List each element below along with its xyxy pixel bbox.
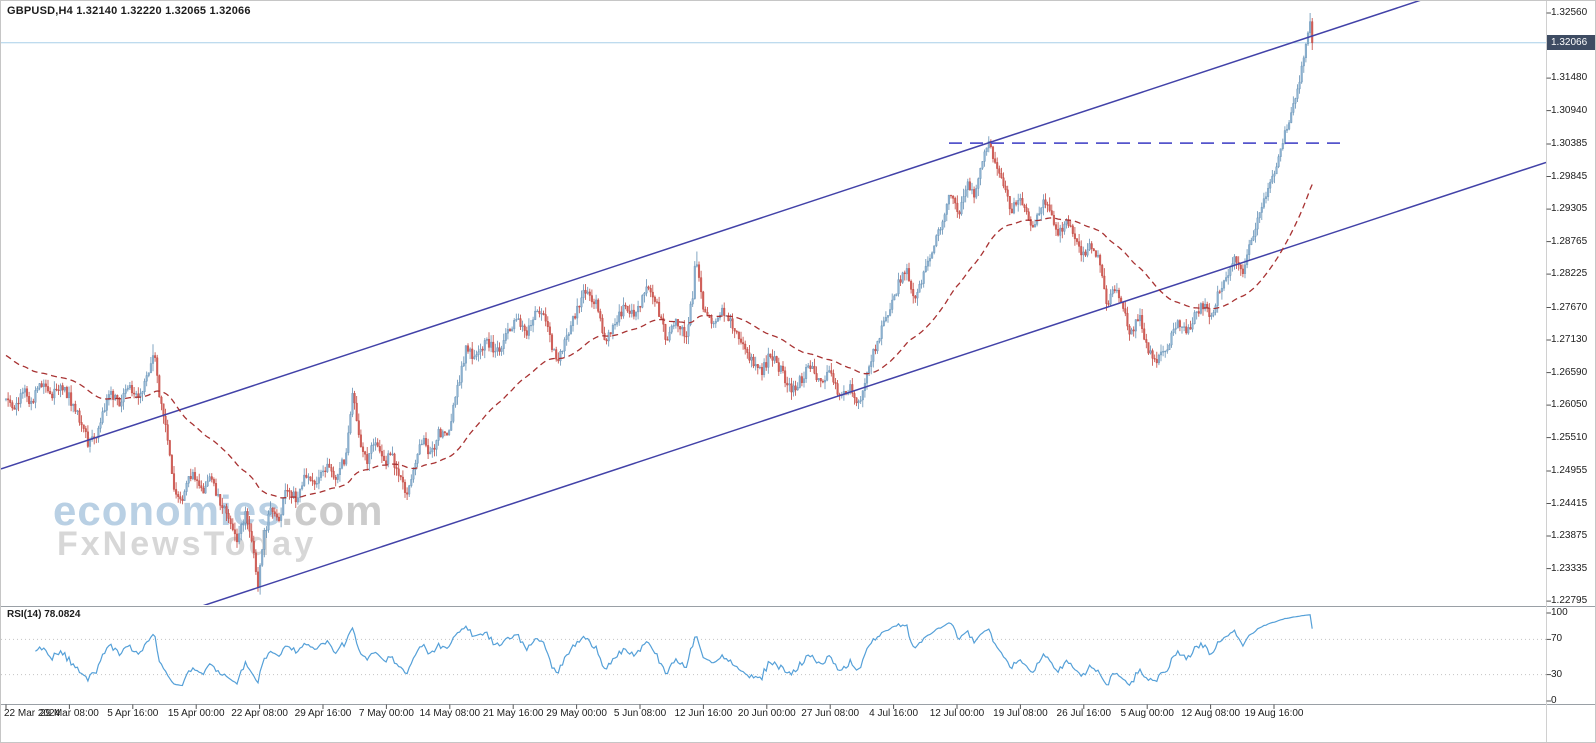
rsi-scale-label: 0	[1551, 695, 1557, 706]
time-tick-label: 29 Apr 16:00	[294, 708, 352, 719]
time-tick-label: 22 Mar 2024	[4, 708, 61, 719]
time-tick-label: 22 Apr 08:00	[231, 708, 288, 719]
current-price-tag: 1.32066	[1547, 35, 1595, 51]
time-tick-label: 5 Jun 08:00	[613, 708, 667, 719]
time-tick-label: 12 Aug 08:00	[1181, 708, 1241, 719]
price-tick-label: 1.28765	[1551, 235, 1588, 247]
price-tick-label: 1.28225	[1551, 268, 1588, 280]
rsi-indicator-label: RSI(14) 78.0824	[7, 609, 81, 620]
rsi-scale-label: 100	[1551, 607, 1568, 618]
price-tick-label: 1.30385	[1551, 138, 1588, 149]
price-tick-label: 1.26050	[1551, 399, 1588, 411]
plot-area	[1, 1, 1546, 605]
time-tick-label: 7 May 00:00	[358, 708, 414, 719]
price-tick-label: 1.22795	[1551, 595, 1588, 607]
time-tick-label: 21 May 16:00	[482, 708, 544, 719]
time-tick-label: 4 Jul 16:00	[869, 708, 919, 719]
rsi-scale-label: 70	[1551, 633, 1563, 645]
time-tick-label: 14 May 08:00	[419, 708, 481, 719]
rsi-scale-label: 30	[1551, 668, 1563, 680]
time-tick-label: 26 Jul 16:00	[1056, 708, 1112, 719]
time-tick-label: 20 Jun 00:00	[737, 708, 796, 719]
price-tick-label: 1.31480	[1551, 72, 1588, 84]
price-tick-label: 1.29305	[1551, 203, 1588, 215]
watermark-subtitle: FxNewsToday	[57, 525, 317, 563]
lower-channel-line	[202, 161, 1546, 605]
price-tick-label: 1.27670	[1551, 301, 1588, 313]
rsi-line	[35, 614, 1313, 687]
symbol-ohlc-legend: GBPUSD,H4 1.32140 1.32220 1.32065 1.3206…	[7, 5, 251, 17]
time-tick-label: 12 Jun 16:00	[674, 708, 733, 719]
watermark-brand-name: economies	[53, 487, 282, 534]
upper-channel-line	[1, 1, 1421, 470]
price-tick-label: 1.25510	[1551, 431, 1588, 443]
watermark-brand: economies.com	[53, 487, 383, 535]
time-tick-label: 19 Jul 08:00	[993, 708, 1048, 719]
time-tick-label: 27 Jun 08:00	[801, 708, 860, 719]
price-tick-label: 1.24415	[1551, 497, 1588, 509]
price-tick-label: 1.32560	[1551, 7, 1588, 18]
down-candle-bodies	[7, 21, 1314, 588]
price-tick-label: 1.24955	[1551, 465, 1588, 476]
time-tick-label: 5 Apr 16:00	[107, 708, 159, 719]
price-tick-label: 1.30940	[1551, 104, 1588, 116]
price-tick-label: 1.27130	[1551, 334, 1588, 345]
up-candle-bodies	[5, 21, 1312, 588]
up-candle-wicks	[5, 13, 1311, 595]
time-tick-label: 29 Mar 08:00	[39, 708, 99, 719]
price-tick-label: 1.26590	[1551, 366, 1588, 378]
time-tick-label: 19 Aug 16:00	[1244, 708, 1304, 719]
price-tick-label: 1.29845	[1551, 170, 1588, 182]
price-tick-label: 1.23335	[1551, 562, 1588, 574]
time-tick-label: 12 Jul 00:00	[929, 708, 985, 719]
price-tick-label: 1.23875	[1551, 530, 1588, 541]
time-tick-label: 15 Apr 00:00	[167, 708, 225, 719]
moving-average-line	[5, 184, 1313, 499]
time-tick-label: 29 May 00:00	[546, 708, 607, 719]
time-tick-label: 5 Aug 00:00	[1120, 708, 1174, 719]
